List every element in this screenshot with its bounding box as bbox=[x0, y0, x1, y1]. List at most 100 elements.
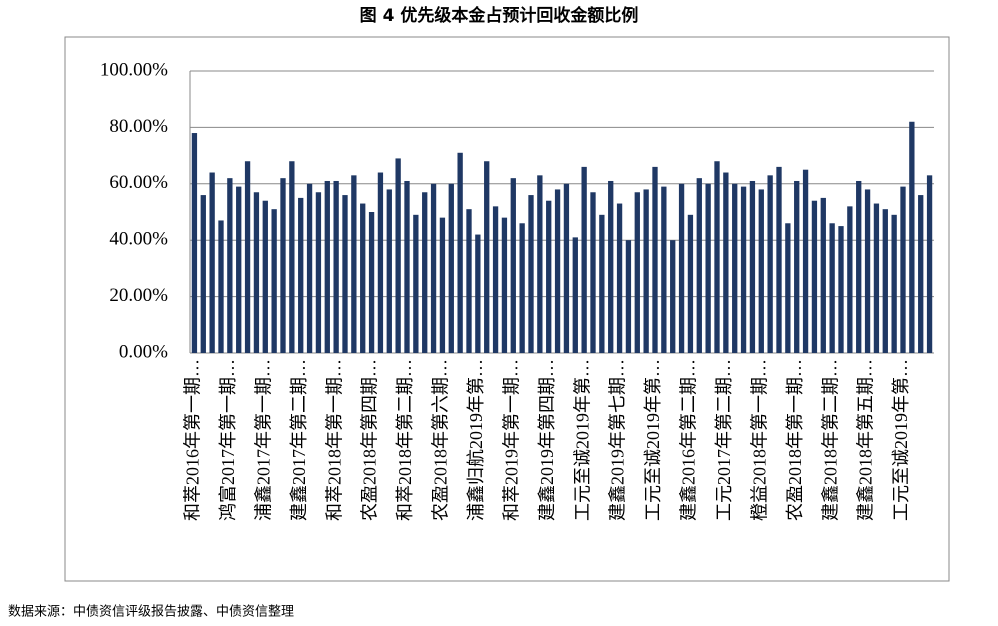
bar bbox=[554, 189, 561, 353]
bar bbox=[324, 180, 330, 353]
bar bbox=[856, 180, 862, 353]
bar bbox=[546, 200, 552, 353]
bar bbox=[333, 180, 339, 353]
bar bbox=[289, 161, 295, 353]
bar bbox=[714, 161, 720, 353]
bar bbox=[749, 180, 756, 353]
x-tick-label: 浦鑫归航2019年第… bbox=[466, 359, 486, 521]
bar bbox=[864, 189, 871, 353]
x-tick-label: 建鑫2018年第二期… bbox=[820, 359, 840, 521]
x-tick-label: 工元至诚2019年第… bbox=[643, 359, 663, 521]
bar bbox=[758, 189, 764, 353]
bar bbox=[510, 178, 516, 353]
bar bbox=[643, 189, 649, 353]
bar bbox=[581, 166, 587, 353]
bar bbox=[811, 200, 818, 353]
bar bbox=[439, 217, 446, 353]
bar bbox=[705, 183, 711, 353]
bar bbox=[661, 186, 667, 353]
x-tick-label: 农盈2018年第四期… bbox=[360, 359, 380, 521]
bar bbox=[395, 158, 401, 353]
bar bbox=[306, 183, 313, 353]
bar bbox=[191, 133, 198, 353]
y-tick-label: 80.00% bbox=[109, 116, 168, 137]
bar bbox=[244, 161, 251, 353]
bar bbox=[572, 237, 578, 353]
bar bbox=[776, 166, 782, 353]
bar bbox=[342, 195, 348, 353]
bar bbox=[696, 178, 702, 353]
bar bbox=[732, 183, 738, 353]
bar bbox=[413, 214, 419, 353]
bar bbox=[563, 183, 570, 353]
bar bbox=[430, 183, 437, 353]
bar bbox=[785, 223, 791, 353]
y-tick-label: 20.00% bbox=[109, 285, 168, 306]
x-tick-label: 鸿富2017年第一期… bbox=[218, 359, 238, 521]
x-tick-label: 建鑫2019年第四期… bbox=[537, 359, 557, 521]
bar bbox=[723, 172, 729, 353]
bar bbox=[740, 186, 747, 353]
chart-title: 图 4 优先级本金占预计回收金额比例 bbox=[360, 5, 639, 26]
bar bbox=[873, 203, 880, 353]
bar bbox=[537, 175, 543, 353]
x-tick-label: 和萃2016年第一期… bbox=[183, 359, 203, 521]
x-tick-label: 工元至诚2019年第… bbox=[572, 359, 592, 521]
x-tick-label: 建鑫2018年第五期… bbox=[856, 359, 876, 521]
bar bbox=[457, 152, 463, 353]
bar bbox=[625, 240, 632, 353]
bar bbox=[900, 186, 906, 353]
bar bbox=[236, 186, 242, 353]
x-tick-label: 农盈2018年第六期… bbox=[431, 359, 451, 521]
bar bbox=[926, 175, 933, 353]
bar bbox=[528, 195, 534, 353]
bar bbox=[351, 175, 357, 353]
y-tick-label: 0.00% bbox=[119, 341, 168, 362]
bar bbox=[315, 192, 322, 353]
x-tick-label: 工元至诚2019年第… bbox=[891, 359, 911, 521]
bar bbox=[492, 206, 499, 353]
bar bbox=[670, 240, 676, 353]
bar bbox=[475, 234, 481, 353]
source-note: 数据来源：中债资信评级报告披露、中债资信整理 bbox=[8, 605, 294, 620]
bar bbox=[209, 172, 215, 353]
bar bbox=[891, 214, 897, 353]
bar bbox=[386, 189, 392, 353]
bar bbox=[360, 203, 366, 353]
bar bbox=[377, 172, 384, 353]
x-tick-label: 建鑫2016年第二期… bbox=[679, 359, 699, 521]
bar bbox=[253, 192, 260, 353]
y-tick-label: 40.00% bbox=[109, 229, 168, 250]
bar bbox=[501, 217, 508, 353]
bar bbox=[847, 206, 853, 353]
x-tick-label: 建鑫2019年第七期… bbox=[608, 359, 628, 521]
bar bbox=[794, 180, 800, 353]
x-tick-label: 和萃2018年第二期… bbox=[395, 359, 415, 521]
bar bbox=[422, 192, 428, 353]
bar bbox=[218, 220, 224, 353]
x-tick-label: 和萃2018年第一期… bbox=[324, 359, 344, 521]
bar bbox=[838, 226, 844, 353]
bar bbox=[767, 175, 773, 353]
bar bbox=[271, 209, 277, 353]
bar bbox=[404, 180, 410, 353]
bar bbox=[678, 183, 685, 353]
bar bbox=[687, 214, 694, 353]
bar bbox=[909, 121, 915, 353]
y-tick-label: 60.00% bbox=[109, 172, 168, 193]
x-tick-label: 建鑫2017年第二期… bbox=[289, 359, 309, 521]
x-tick-label: 和萃2019年第一期… bbox=[501, 359, 521, 521]
bar bbox=[466, 209, 472, 353]
x-tick-label: 工元2017年第二期… bbox=[714, 359, 734, 521]
bar bbox=[519, 223, 525, 353]
bar bbox=[599, 214, 605, 353]
y-tick-label: 100.00% bbox=[100, 59, 168, 80]
bar bbox=[298, 197, 304, 353]
bar bbox=[918, 195, 924, 353]
bar bbox=[280, 178, 286, 353]
bar bbox=[882, 209, 888, 353]
bar bbox=[802, 169, 809, 353]
bar bbox=[484, 161, 490, 353]
bar bbox=[448, 183, 454, 353]
